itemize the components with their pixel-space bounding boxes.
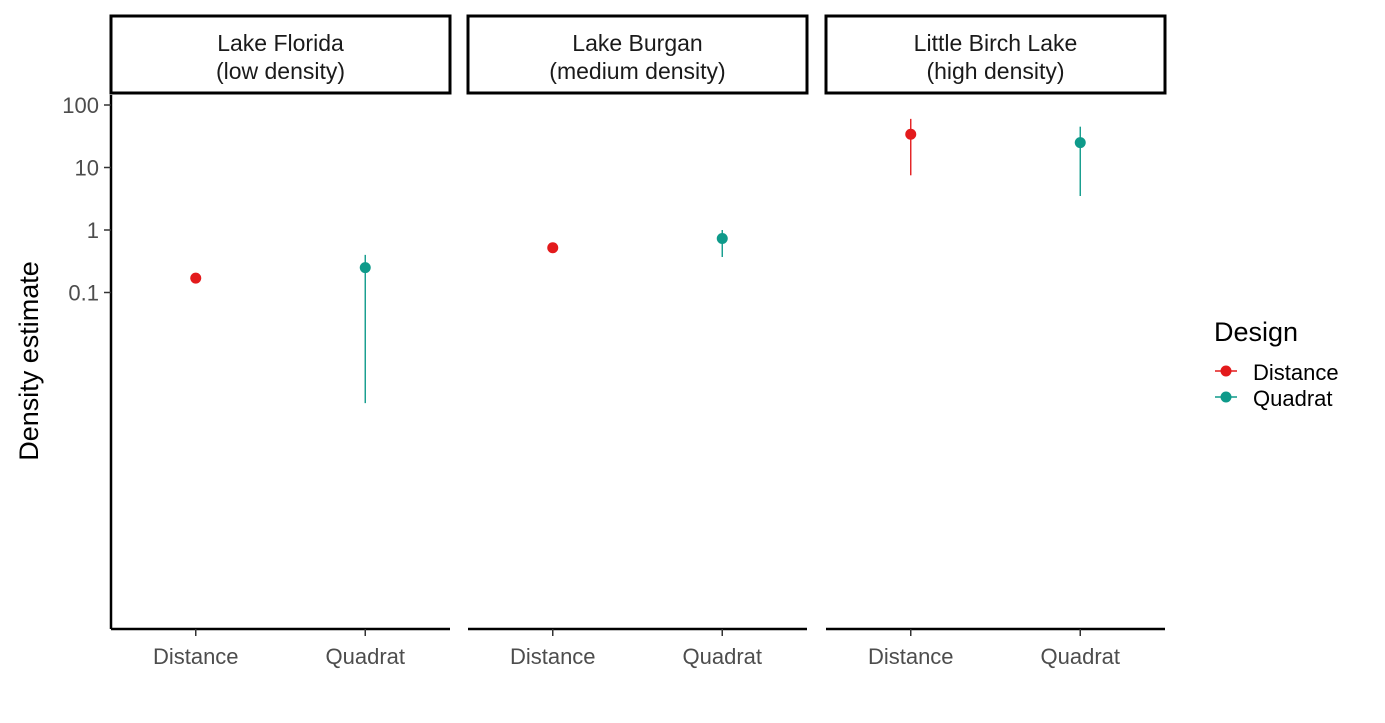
facet-strip <box>824 14 1167 95</box>
facet-panel: Lake Burgan(medium density) Distance Quadr… <box>466 14 809 669</box>
legend-item: Quadrat <box>1215 386 1333 411</box>
x-tick-label: Distance <box>868 644 954 669</box>
facet-title-line1: Little Birch Lake <box>914 30 1078 56</box>
data-point <box>716 233 728 245</box>
y-tick-label: 10 <box>75 156 99 181</box>
facet-title-line1: Lake Florida <box>217 30 344 56</box>
facet-title-line1: Lake Burgan <box>572 30 702 56</box>
legend-label: Quadrat <box>1253 386 1333 411</box>
y-axis: 0.1 1 10 100 <box>62 93 113 629</box>
data-point <box>547 242 559 254</box>
facet-panel: Lake Florida(low density) Distance Quadrat <box>109 14 452 669</box>
facet-strip <box>109 14 452 95</box>
legend-title: Design <box>1214 317 1298 347</box>
x-tick-label: Quadrat <box>683 644 763 669</box>
facet-panel: Little Birch Lake(high density) Distance Q… <box>824 14 1167 669</box>
data-point <box>359 262 371 274</box>
y-tick-label: 0.1 <box>68 281 99 306</box>
facet-title-line2: (low density) <box>216 58 345 84</box>
x-tick-label: Distance <box>510 644 596 669</box>
x-tick-label: Distance <box>153 644 239 669</box>
data-point <box>905 128 917 140</box>
legend-key-point <box>1220 365 1232 377</box>
y-tick-label: 1 <box>87 218 99 243</box>
legend-item: Distance <box>1215 360 1339 385</box>
legend-label: Distance <box>1253 360 1339 385</box>
facet-panels: Lake Florida(low density) Distance Quadrat… <box>109 14 1167 669</box>
facet-strip <box>466 14 809 95</box>
facet-title-line2: (medium density) <box>549 58 725 84</box>
y-tick-label: 100 <box>62 93 99 118</box>
x-tick-label: Quadrat <box>1041 644 1121 669</box>
facet-title-line2: (high density) <box>926 58 1064 84</box>
data-point <box>1074 137 1086 149</box>
data-point <box>190 272 202 284</box>
legend-key-point <box>1220 391 1232 403</box>
y-axis-title: Density estimate <box>14 261 44 461</box>
x-tick-label: Quadrat <box>326 644 406 669</box>
